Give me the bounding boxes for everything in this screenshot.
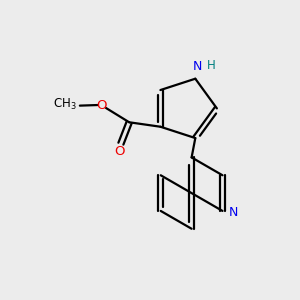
Text: N: N — [193, 60, 202, 74]
Text: O: O — [96, 98, 107, 112]
Text: O: O — [114, 146, 125, 158]
Text: H: H — [206, 59, 215, 72]
Text: CH$_3$: CH$_3$ — [52, 97, 76, 112]
Text: N: N — [229, 206, 238, 219]
